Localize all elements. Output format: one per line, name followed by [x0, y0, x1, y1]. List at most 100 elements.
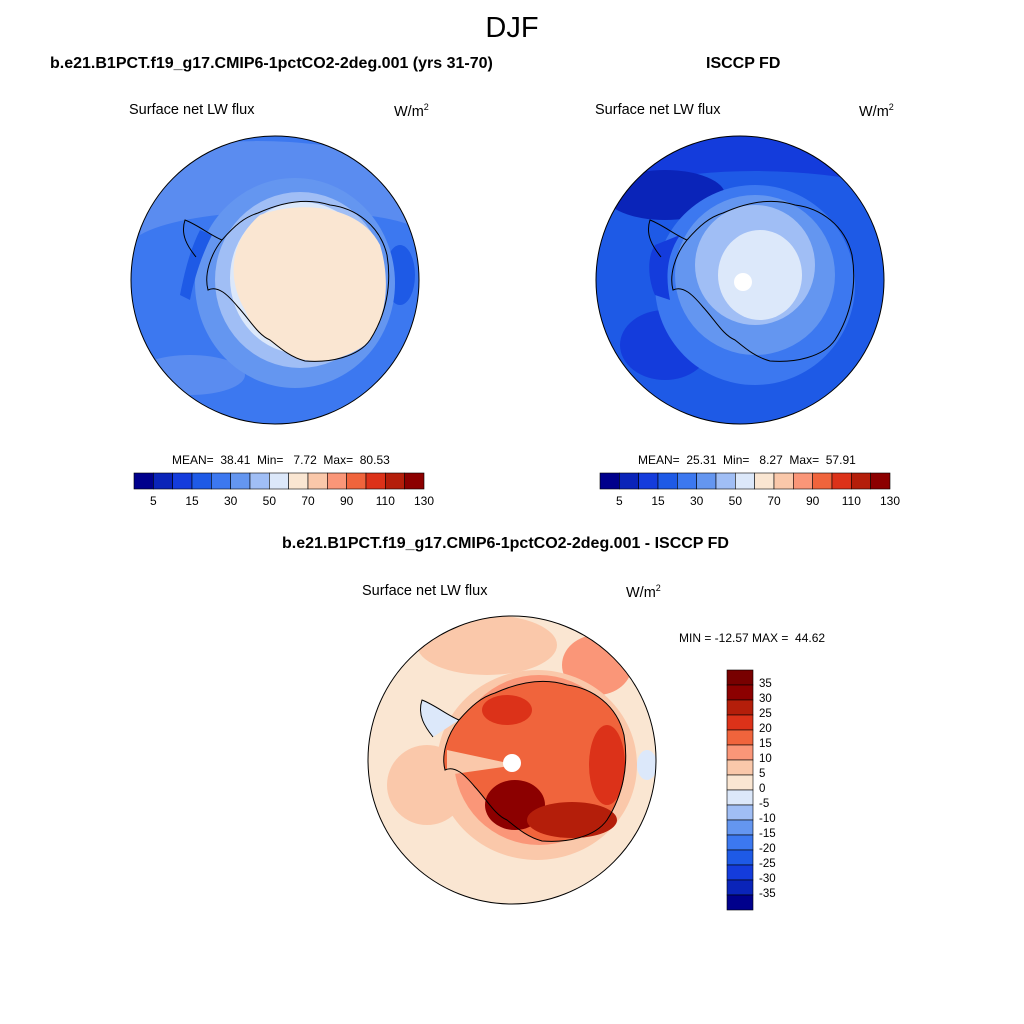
colorbar-tick-label: 130 [879, 494, 901, 508]
colorbar-tick-label: 50 [728, 494, 742, 508]
colorbar-swatch [793, 472, 813, 490]
colorbar-swatch [211, 472, 231, 490]
panel1-stats: MEAN= 38.41 Min= 7.72 Max= 80.53 [172, 453, 390, 467]
colorbar-swatch [726, 819, 754, 836]
colorbar-swatch [812, 472, 833, 490]
colorbar-tick-label: 70 [301, 494, 315, 508]
colorbar-tick-label: 110 [375, 494, 395, 508]
colorbar-tick-label: 15 [651, 494, 665, 508]
colorbar-swatch [726, 789, 754, 806]
map-boundary [595, 135, 885, 425]
colorbar-swatch [726, 804, 754, 821]
peninsula-coastline [182, 219, 223, 258]
peninsula-coastline [419, 699, 460, 738]
panel1-variable: Surface net LW flux [129, 102, 255, 118]
colorbar-swatch [172, 472, 193, 490]
panel3-stats: MIN = -12.57 MAX = 44.62 [679, 631, 826, 645]
colorbar-swatch [726, 684, 754, 701]
colorbar-tick-label: 90 [805, 494, 820, 508]
colorbar-tick-label: -30 [759, 873, 776, 885]
colorbar-swatch [726, 744, 754, 761]
colorbar-tick-label: -10 [759, 813, 776, 825]
panel2-variable: Surface net LW flux [595, 102, 721, 118]
colorbar-swatch [726, 849, 754, 866]
colorbar-swatch [269, 472, 289, 490]
colorbar-swatch [365, 472, 386, 490]
panel1-colorbar-ticks: 5 15 30 50 70 90 110 130 [134, 494, 434, 510]
colorbar-swatch [726, 759, 754, 776]
colorbar-swatch [599, 472, 620, 490]
colorbar-tick-label: -25 [759, 858, 776, 870]
panel2-colorbar-ticks: 5 15 30 50 70 90 110 130 [600, 494, 900, 510]
peninsula-coastline [647, 219, 688, 258]
colorbar-swatch [735, 472, 755, 490]
colorbar-swatch [773, 472, 794, 490]
colorbar-tick-label: 90 [339, 494, 354, 508]
panel2-map [595, 135, 885, 425]
colorbar-swatch [726, 894, 754, 911]
colorbar-tick-label: 0 [759, 783, 766, 795]
panel3-variable: Surface net LW flux [362, 583, 488, 599]
colorbar-swatch [726, 729, 754, 746]
panel3-title: b.e21.B1PCT.f19_g17.CMIP6-1pctCO2-2deg.0… [282, 535, 729, 552]
colorbar-swatch [346, 472, 367, 490]
colorbar-swatch [726, 669, 754, 686]
map-boundary [367, 615, 657, 905]
colorbar-tick-label: 70 [767, 494, 781, 508]
colorbar-swatch [191, 472, 212, 490]
colorbar-swatch [327, 472, 347, 490]
colorbar-swatch [851, 472, 871, 490]
panel2-colorbar [599, 472, 891, 490]
panel2-stats: MEAN= 25.31 Min= 8.27 Max= 57.91 [638, 453, 856, 467]
colorbar-swatch [307, 472, 328, 490]
panel3-map [367, 615, 657, 905]
panel3-colorbar-ticks: 35 30 25 20 15 10 5 0 -5 -10 -15 -20 -25 -30 -35 [759, 670, 799, 910]
colorbar-tick-label: -35 [759, 888, 776, 900]
colorbar-tick-label: 25 [759, 708, 772, 720]
hotspot [527, 802, 617, 838]
colorbar-tick-label: 20 [759, 723, 772, 735]
panel1-map [130, 135, 420, 425]
colorbar-swatch [831, 472, 852, 490]
colorbar-swatch [726, 699, 754, 716]
colorbar-tick-label: 30 [223, 494, 238, 508]
pole-streak [447, 750, 517, 775]
panel1-units: W/m2 [394, 102, 429, 120]
antarctica-coastline [206, 200, 390, 362]
colorbar-swatch [133, 472, 154, 490]
colorbar-tick-label: -5 [759, 798, 770, 810]
colorbar-swatch [726, 834, 754, 851]
colorbar-tick-label: -20 [759, 843, 776, 855]
colorbar-tick-label: 110 [841, 494, 861, 508]
map-boundary [130, 135, 420, 425]
colorbar-swatch [726, 879, 754, 896]
panel2-units: W/m2 [859, 102, 894, 120]
peninsula-zone [420, 700, 459, 737]
colorbar-tick-label: 5 [149, 494, 157, 508]
colorbar-swatch [754, 472, 775, 490]
colorbar-swatch [657, 472, 678, 490]
antarctic-interior [233, 207, 386, 361]
antarctica-coastline [671, 200, 855, 362]
peninsula-zone [180, 230, 212, 300]
panel3-units: W/m2 [626, 583, 661, 601]
colorbar-tick-label: 10 [759, 753, 772, 765]
colorbar-swatch [696, 472, 717, 490]
colorbar-tick-label: 30 [759, 693, 772, 705]
antarctic-interior [718, 230, 802, 320]
colorbar-tick-label: 50 [262, 494, 276, 508]
hotspot [589, 725, 625, 805]
colorbar-swatch [619, 472, 639, 490]
colorbar-swatch [404, 472, 425, 490]
colorbar-swatch [677, 472, 697, 490]
ocean-patch [417, 616, 557, 675]
colorbar-swatch [230, 472, 251, 490]
colorbar-swatch [726, 774, 754, 791]
ocean-patch [637, 750, 656, 780]
hotspot [482, 695, 532, 725]
colorbar-tick-label: -15 [759, 828, 776, 840]
panel1-colorbar [133, 472, 425, 490]
colorbar-tick-label: 35 [759, 678, 772, 690]
colorbar-tick-label: 15 [759, 738, 772, 750]
colorbar-swatch [249, 472, 270, 490]
